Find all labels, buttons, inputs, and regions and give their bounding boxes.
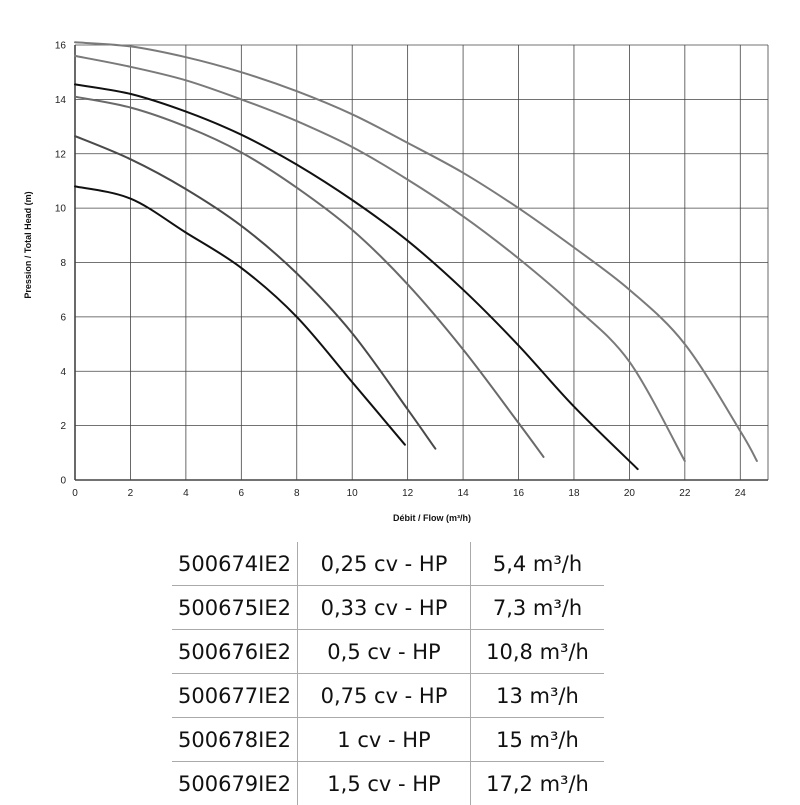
x-tick-label: 2 [128,488,134,499]
y-tick-label: 14 [55,95,67,106]
x-tick-label: 8 [294,488,300,499]
grid-lines [75,45,768,480]
x-axis-label: Débit / Flow (m³/h) [393,513,471,523]
x-tick-label: 10 [347,488,359,499]
model-ref-cell: 500676IE2 [172,630,298,674]
x-tick-label: 18 [568,488,580,499]
power-cell: 0,25 cv - HP [298,542,471,586]
y-tick-label: 0 [60,476,66,487]
x-tick-label: 4 [183,488,189,499]
pump-curve-6 [75,42,757,461]
y-tick-label: 8 [60,258,66,269]
power-cell: 1,5 cv - HP [298,762,471,805]
y-tick-label: 2 [60,421,66,432]
flow-cell: 7,3 m³/h [471,586,605,630]
model-ref-cell: 500677IE2 [172,674,298,718]
y-tick-label: 10 [55,204,67,215]
power-cell: 1 cv - HP [298,718,471,762]
x-tick-label: 22 [679,488,691,499]
x-tick-label: 16 [513,488,525,499]
power-cell: 0,5 cv - HP [298,630,471,674]
y-tick-label: 12 [55,149,67,160]
model-ref-cell: 500678IE2 [172,718,298,762]
flow-cell: 13 m³/h [471,674,605,718]
y-tick-label: 6 [60,312,66,323]
model-ref-cell: 500679IE2 [172,762,298,805]
x-tick-label: 20 [624,488,636,499]
y-tick-labels: 0 2 4 6 8 10 12 14 16 [55,41,67,487]
flow-cell: 5,4 m³/h [471,542,605,586]
model-ref-cell: 500674IE2 [172,542,298,586]
x-tick-label: 0 [72,488,78,499]
pump-curve-2 [75,136,435,449]
x-tick-label: 6 [239,488,245,499]
model-ref-cell: 500675IE2 [172,586,298,630]
x-tick-label: 14 [458,488,470,499]
y-axis-label: Pression / Total Head (m) [23,191,33,298]
pump-curve-3 [75,97,544,457]
power-cell: 0,75 cv - HP [298,674,471,718]
pump-curves [75,42,757,469]
flow-cell: 17,2 m³/h [471,762,605,805]
flow-cell: 15 m³/h [471,718,605,762]
x-tick-label: 12 [402,488,414,499]
y-tick-label: 4 [60,367,66,378]
x-tick-label: 24 [735,488,747,499]
power-cell: 0,33 cv - HP [298,586,471,630]
y-tick-label: 16 [55,41,67,52]
pump-curve-5 [75,56,685,461]
flow-cell: 10,8 m³/h [471,630,605,674]
pump-curve-4 [75,84,638,469]
